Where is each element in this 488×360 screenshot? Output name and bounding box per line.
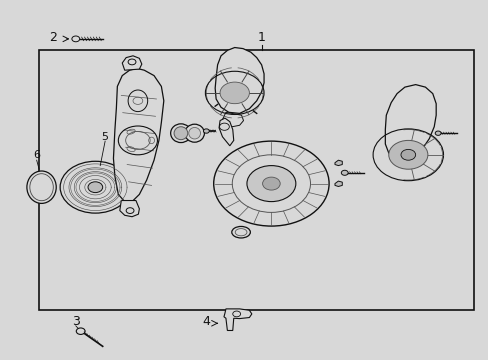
Circle shape (88, 182, 102, 193)
Polygon shape (122, 56, 142, 70)
Circle shape (72, 36, 80, 42)
Text: 4: 4 (202, 315, 210, 328)
Polygon shape (113, 68, 163, 202)
Bar (39, 50, 473, 310)
Polygon shape (120, 201, 139, 217)
Polygon shape (224, 309, 251, 330)
Text: 2: 2 (49, 31, 57, 44)
Circle shape (246, 166, 295, 202)
Circle shape (76, 328, 85, 334)
Ellipse shape (174, 127, 187, 140)
Text: 5: 5 (102, 132, 108, 142)
Ellipse shape (188, 127, 200, 139)
Polygon shape (215, 48, 264, 113)
Text: 1: 1 (257, 31, 265, 44)
Circle shape (388, 140, 427, 169)
Circle shape (262, 177, 280, 190)
Polygon shape (334, 160, 342, 166)
Polygon shape (334, 181, 342, 186)
Circle shape (60, 161, 130, 213)
Circle shape (220, 82, 249, 104)
Circle shape (400, 149, 415, 160)
Ellipse shape (27, 171, 56, 203)
Polygon shape (385, 85, 435, 161)
Text: 3: 3 (72, 315, 80, 328)
Polygon shape (219, 118, 233, 146)
Ellipse shape (231, 226, 250, 238)
Circle shape (203, 129, 209, 133)
Polygon shape (222, 112, 243, 127)
Text: 6: 6 (33, 150, 40, 160)
Ellipse shape (170, 124, 191, 143)
Circle shape (434, 131, 440, 135)
Circle shape (213, 141, 328, 226)
Circle shape (341, 170, 347, 175)
Ellipse shape (184, 124, 204, 142)
